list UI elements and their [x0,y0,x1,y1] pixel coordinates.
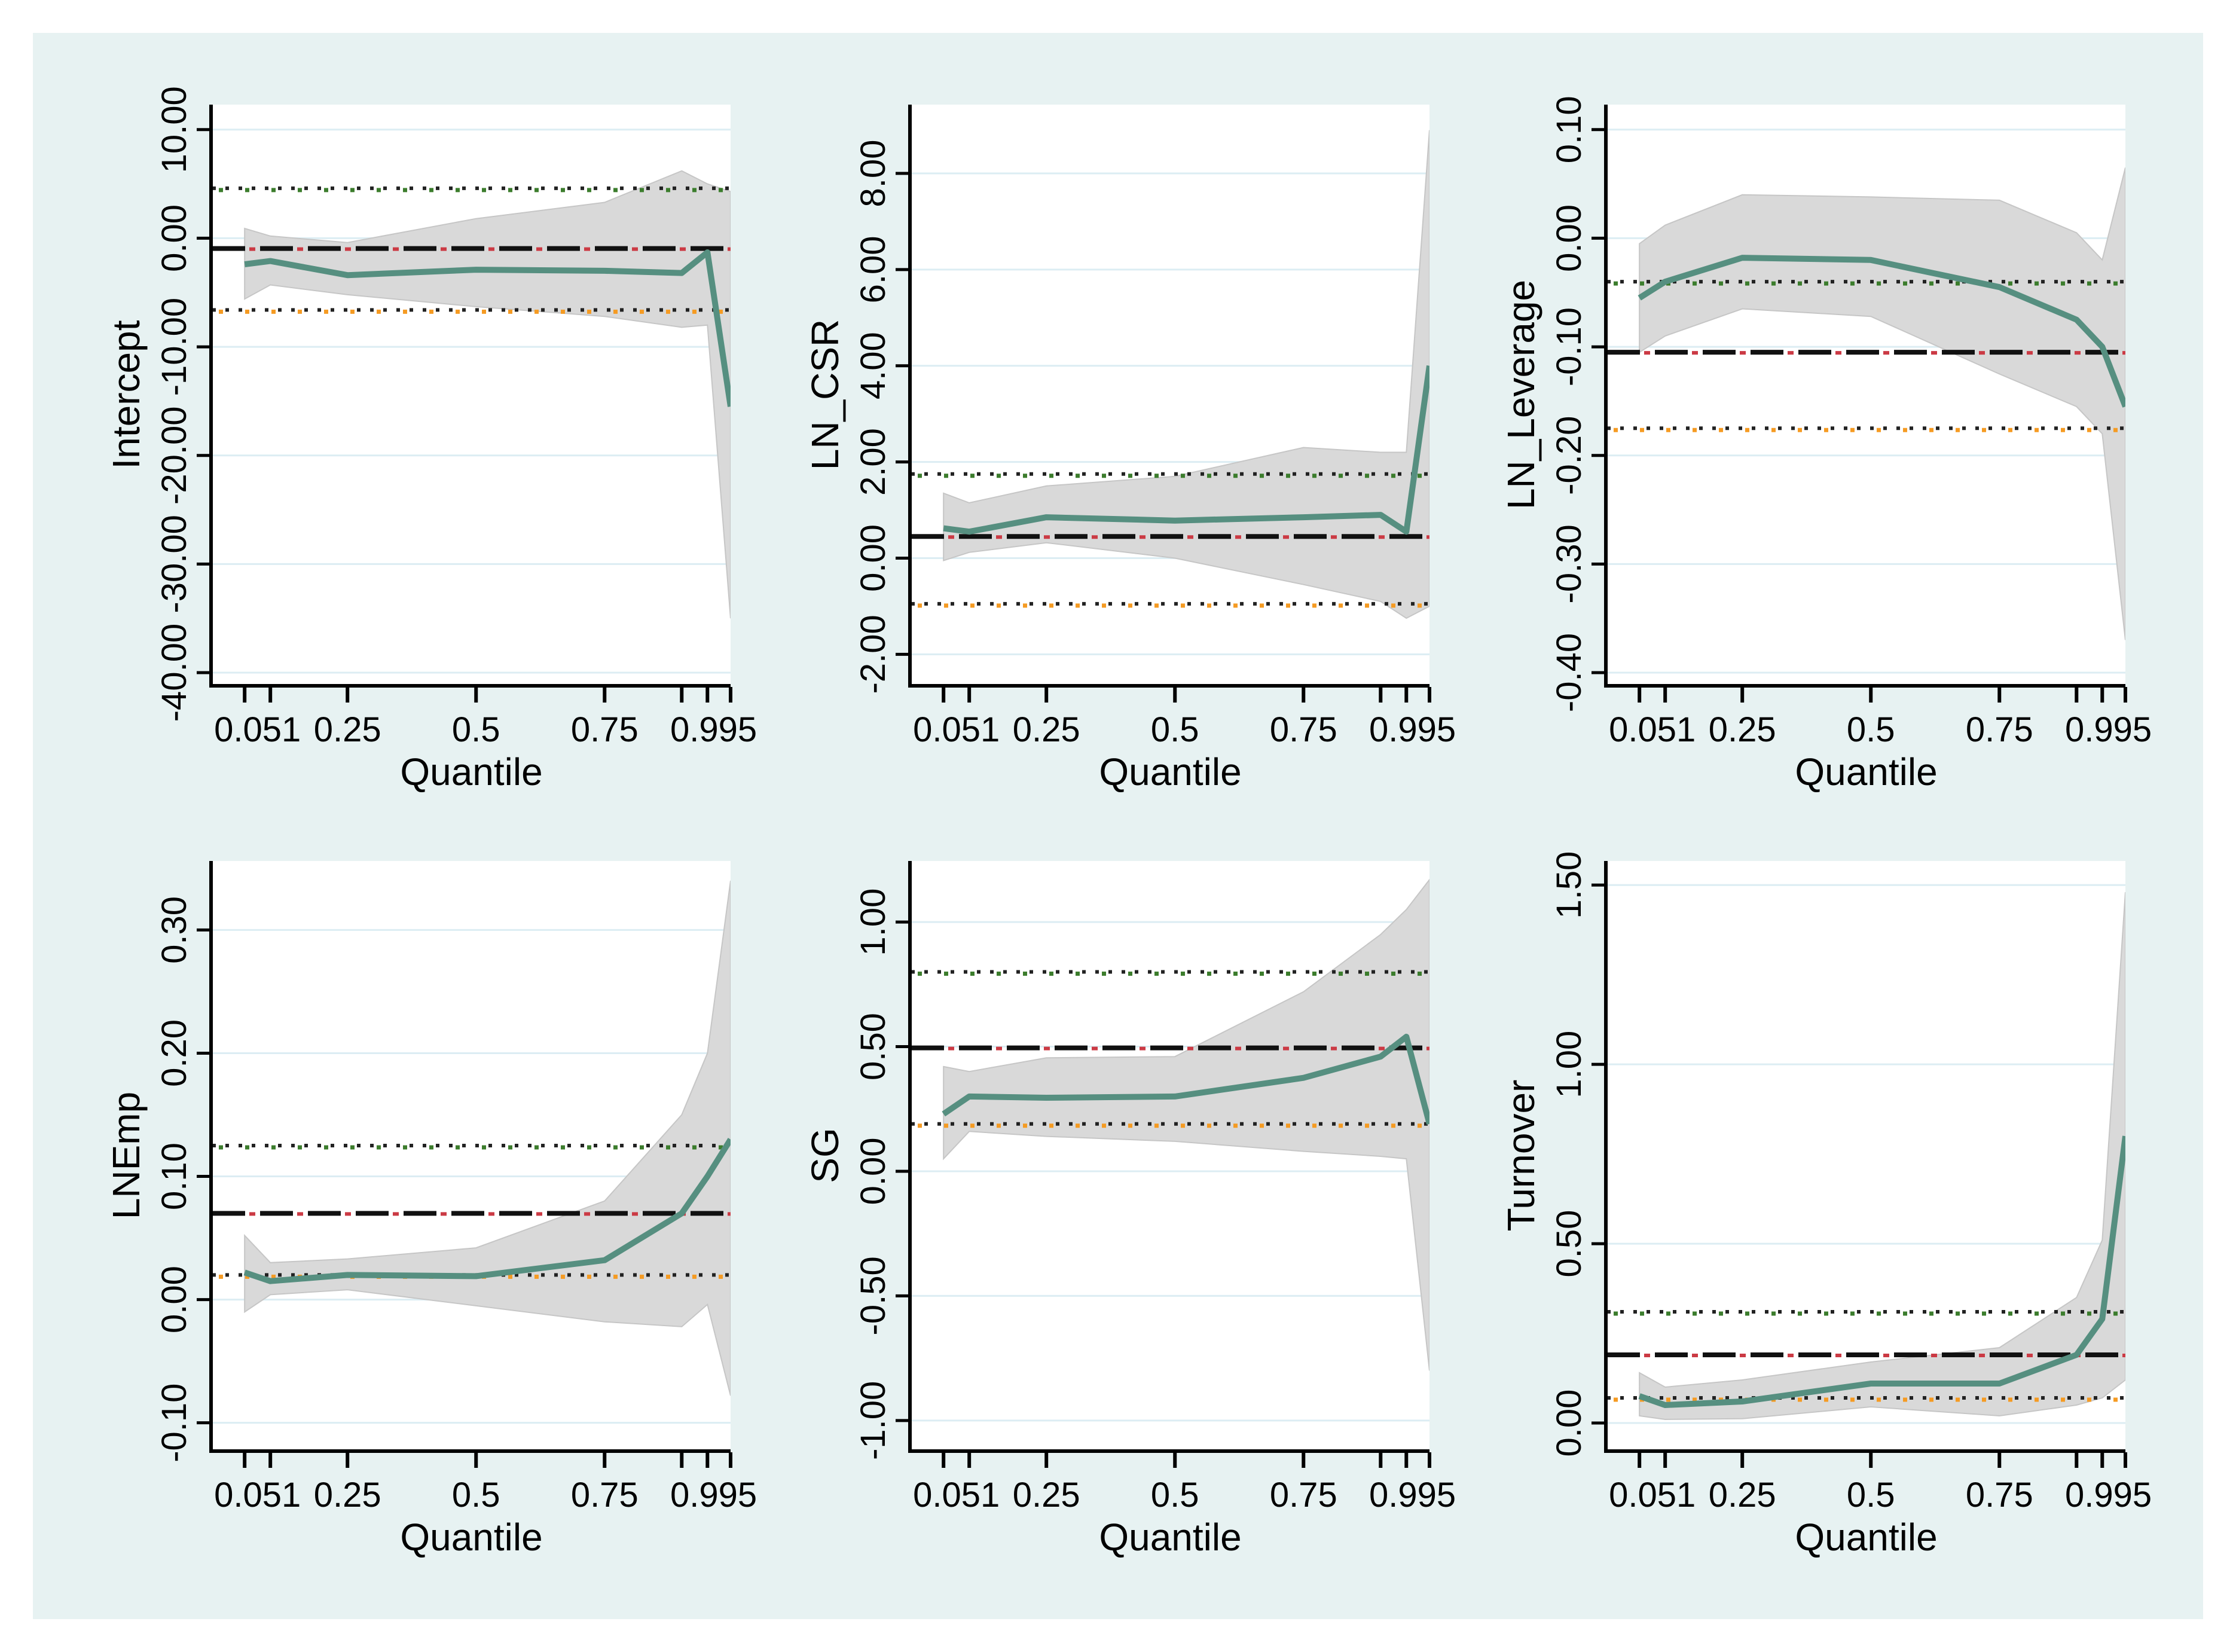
x-tick-label: 0.25 [1013,710,1080,749]
y-tick-label: 6.00 [854,236,893,303]
y-tick-label: 0.10 [1550,96,1589,163]
x-tick-label: 0.051 [214,1476,301,1514]
x-tick-label: 0.051 [1609,1476,1696,1514]
x-tick-label: 0.995 [1369,710,1456,749]
plot-area [911,861,1429,1450]
plot-area [212,861,731,1450]
x-axis-title: Quantile [400,1516,542,1559]
x-tick-label: 0.75 [1270,1476,1337,1514]
x-tick-label: 0.25 [314,710,381,749]
y-tick-label: -0.40 [1550,633,1589,712]
x-tick-label: 0.5 [1847,1476,1895,1514]
quantile-estimate-line [1638,255,2125,408]
y-axis-title: LNEmp [105,1092,148,1219]
chart-panel-ln_csr: 8.00 6.00 4.00 2.00 0.00 -2.00 0.051 0.25 0.5 0.7… [804,105,1456,793]
plot-area [911,105,1429,685]
y-tick-label: -2.00 [854,615,893,694]
y-tick-label: 0.00 [155,1266,194,1333]
x-tick-label: 0.051 [214,710,301,749]
y-tick-label: -0.20 [1550,416,1589,495]
x-tick-label: 0.25 [1709,1476,1776,1514]
quantile-estimate-line [943,365,1429,535]
y-tick-label: 0.20 [155,1019,194,1087]
y-tick-label: -0.30 [1550,524,1589,603]
x-axis-title: Quantile [400,750,542,793]
quantile-estimate-line [243,1138,731,1284]
x-tick-label: 0.75 [1966,1476,2033,1514]
y-tick-label: 0.50 [1550,1210,1589,1278]
y-tick-label: -30.00 [155,515,194,613]
y-tick-label: -10.00 [155,298,194,396]
chart-panel-ln_leverage: 0.10 0.00 -0.10 -0.20 -0.30 -0.40 0.051 0.25 0.5… [1499,96,2152,793]
y-tick-label: 0.00 [1550,204,1589,272]
y-tick-label: 1.50 [1550,851,1589,919]
x-tick-label: 0.25 [1013,1476,1080,1514]
x-tick-label: 0.051 [913,1476,1000,1514]
x-tick-label: 0.5 [452,1476,500,1514]
y-tick-label: 4.00 [854,332,893,399]
confidence-band [244,170,731,619]
y-tick-label: -1.00 [854,1381,893,1460]
x-tick-label: 0.995 [2065,710,2152,749]
quantile-estimate-line [1638,1135,2125,1408]
x-axis-title: Quantile [1099,1516,1241,1559]
y-tick-label: 2.00 [854,428,893,496]
y-tick-label: -0.10 [1550,307,1589,386]
x-tick-label: 0.995 [2065,1476,2152,1514]
x-tick-label: 0.5 [452,710,500,749]
y-tick-label: 0.00 [854,524,893,592]
confidence-band [943,878,1429,1371]
y-tick-label: -20.00 [155,406,194,504]
y-tick-label: 0.00 [854,1138,893,1205]
confidence-band [1639,892,2125,1421]
y-tick-label: 8.00 [854,140,893,207]
chart-panel-turnover: 1.50 1.00 0.50 0.00 0.051 0.25 0.5 0.75 0.995 Qua… [1499,851,2152,1559]
x-tick-label: 0.995 [670,710,757,749]
y-axis-title: LN_CSR [804,319,847,471]
y-tick-label: 10.00 [155,86,194,173]
x-tick-label: 0.051 [913,710,1000,749]
y-axis-title: Intercept [105,320,148,469]
quantile-estimate-line [244,249,731,407]
x-tick-label: 0.995 [1369,1476,1456,1514]
y-tick-label: 1.00 [1550,1031,1589,1098]
y-tick-label: 0.00 [155,204,194,272]
chart-panel-lnemp: 0.30 0.20 0.10 0.00 -0.10 0.051 0.25 0.5 0.75 0.9… [105,861,757,1559]
y-tick-label: 0.50 [854,1013,893,1080]
confidence-band [943,130,1429,619]
x-axis-title: Quantile [1795,1516,1937,1559]
y-tick-label: -0.50 [854,1256,893,1335]
y-axis-title: SG [804,1128,847,1183]
confidence-band [1639,167,2125,640]
x-tick-label: 0.25 [314,1476,381,1514]
x-axis-title: Quantile [1795,750,1937,793]
y-tick-label: 0.00 [1550,1390,1589,1457]
y-tick-label: -40.00 [155,624,194,722]
chart-panel-intercept: 10.00 0.00 -10.00 -20.00 -30.00 -40.00 0.051 0.… [105,86,757,793]
y-axis-title: LN_Leverage [1499,280,1542,509]
x-tick-label: 0.75 [1966,710,2033,749]
y-tick-label: -0.10 [155,1384,194,1462]
x-tick-label: 0.5 [1151,710,1199,749]
y-tick-label: 0.30 [155,896,194,964]
x-axis-title: Quantile [1099,750,1241,793]
confidence-band [244,880,731,1396]
chart-panel-sg: 1.00 0.50 0.00 -0.50 -1.00 0.051 0.25 0.5 0.75 0.… [804,861,1456,1559]
quantile-estimate-line [942,1033,1429,1125]
x-tick-label: 0.5 [1151,1476,1199,1514]
y-tick-label: 1.00 [854,888,893,956]
x-tick-label: 0.25 [1709,710,1776,749]
x-tick-label: 0.5 [1847,710,1895,749]
y-axis-title: Turnover [1499,1080,1542,1232]
x-tick-label: 0.75 [571,710,639,749]
x-tick-label: 0.051 [1609,710,1696,749]
x-tick-label: 0.75 [1270,710,1337,749]
x-tick-label: 0.995 [670,1476,757,1514]
x-tick-label: 0.75 [571,1476,639,1514]
y-tick-label: 0.10 [155,1143,194,1210]
